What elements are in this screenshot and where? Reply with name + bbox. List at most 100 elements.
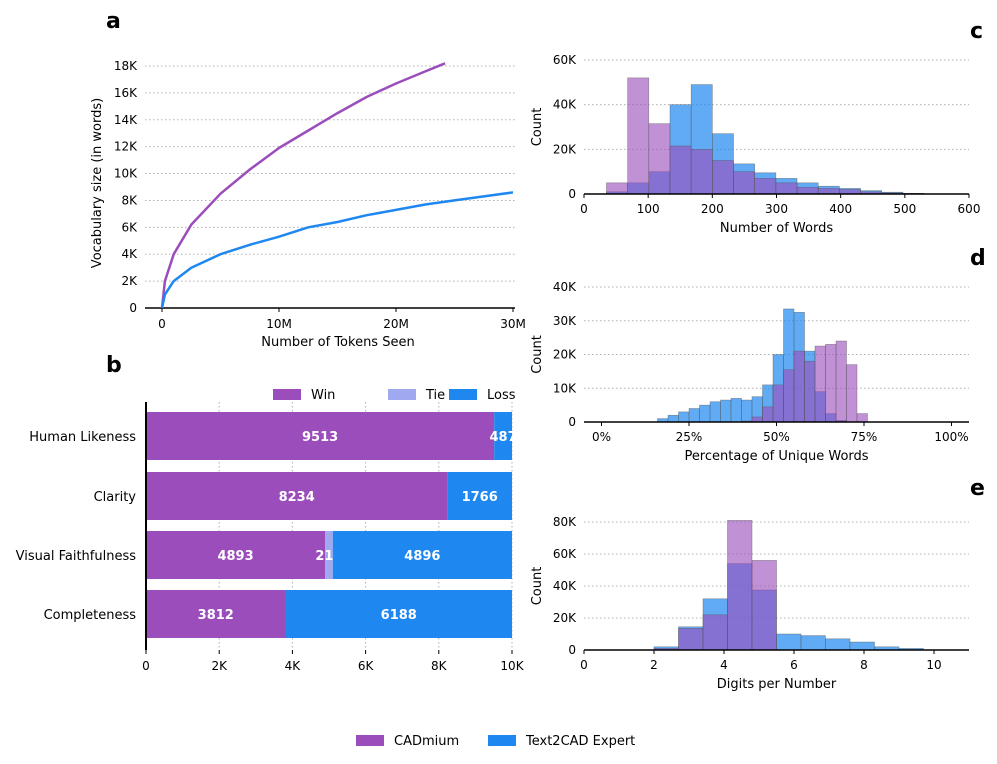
bar-segment-loss — [285, 590, 512, 638]
bar-value-label: 9513 — [302, 430, 338, 445]
histogram-bar-text2cad — [667, 414, 679, 423]
bar-value-label: 3812 — [198, 608, 234, 623]
panel-letter-e: e — [970, 476, 985, 501]
y-axis-label: Vocabulary size (in words) — [90, 98, 105, 268]
category-label: Completeness — [44, 608, 137, 623]
bar-segment-win — [146, 531, 326, 579]
x-tick-label: 50% — [763, 430, 790, 444]
x-tick-label: 30M — [500, 317, 526, 331]
histogram-bar-cadmium — [804, 360, 816, 423]
legend-label-text2cad: Text2CAD Expert — [525, 734, 635, 749]
series-line-text2cad — [160, 191, 514, 309]
x-tick-label: 2 — [650, 658, 658, 672]
histogram-bar-cadmium — [793, 350, 805, 423]
x-tick-label: 10K — [500, 659, 524, 673]
bar-value-label: 4893 — [217, 549, 253, 564]
legend-swatch-cadmium — [356, 735, 384, 746]
y-tick-label: 4K — [121, 247, 138, 261]
x-tick-label: 0 — [580, 202, 588, 216]
histogram-bar-cadmium — [648, 123, 671, 195]
histogram-bar-text2cad — [730, 398, 742, 423]
y-tick-label: 16K — [114, 86, 138, 100]
panel-letter-b: b — [106, 353, 122, 378]
y-tick-label: 60K — [553, 547, 577, 561]
x-tick-label: 6K — [358, 659, 375, 673]
y-tick-label: 40K — [553, 280, 577, 294]
y-tick-label: 10K — [553, 381, 577, 395]
x-tick-label: 25% — [676, 430, 703, 444]
category-label: Clarity — [94, 490, 137, 505]
x-axis-label: Digits per Number — [717, 677, 837, 692]
histogram-bar-cadmium — [825, 344, 837, 423]
panel-c-histogram: 0 20K 40K 60K 0 100 200 300 400 500 600 Number of W… — [530, 53, 980, 236]
histogram-bar-cadmium — [772, 384, 784, 423]
y-tick-label: 0 — [129, 301, 137, 315]
bar-segment-loss — [447, 472, 512, 520]
legend-label-win: Win — [311, 388, 335, 403]
legend-swatch-text2cad — [488, 735, 516, 746]
y-axis-label: Count — [530, 108, 545, 147]
y-tick-label: 18K — [114, 59, 138, 73]
histogram-bar-cadmium — [678, 628, 704, 651]
bar-segment-win — [146, 472, 448, 520]
y-tick-label: 20K — [553, 142, 577, 156]
bar-segment-tie — [325, 531, 333, 579]
y-axis-label: Count — [530, 335, 545, 374]
histogram-bar-text2cad — [688, 408, 700, 423]
x-tick-label: 10M — [266, 317, 292, 331]
histogram-bar-text2cad — [699, 404, 711, 423]
y-axis-label: Count — [530, 567, 545, 606]
bar-value-label: 6188 — [381, 608, 417, 623]
histogram-bar-cadmium — [783, 369, 795, 423]
category-label: Human Likeness — [29, 430, 136, 445]
bar-segment-loss — [332, 531, 512, 579]
histogram-bar-cadmium — [751, 560, 777, 651]
histogram-bar-cadmium — [669, 145, 692, 195]
histogram-bar-cadmium — [754, 178, 777, 195]
histogram-bar-text2cad — [720, 399, 732, 423]
histogram-bar-cadmium — [627, 77, 650, 195]
histogram-bar-cadmium — [727, 520, 753, 651]
legend-swatch-win — [273, 389, 301, 400]
y-tick-label: 6K — [121, 220, 138, 234]
panel-letter-c: c — [970, 19, 983, 44]
bar-segment-win — [146, 590, 286, 638]
x-tick-label: 100 — [637, 202, 660, 216]
x-tick-label: 4K — [285, 659, 302, 673]
panel-letter-d: d — [970, 246, 986, 271]
y-tick-label: 2K — [121, 274, 138, 288]
x-tick-label: 8K — [431, 659, 448, 673]
histogram-bar-text2cad — [776, 633, 802, 651]
y-tick-label: 80K — [553, 515, 577, 529]
x-tick-label: 500 — [893, 202, 916, 216]
x-tick-label: 4 — [720, 658, 728, 672]
histogram-bar-cadmium — [762, 406, 774, 423]
histogram-bar-text2cad — [709, 401, 721, 423]
y-tick-label: 8K — [121, 193, 138, 207]
y-tick-label: 0 — [568, 187, 576, 201]
legend-swatch-loss — [449, 389, 477, 400]
y-tick-label: 20K — [553, 611, 577, 625]
x-tick-label: 6 — [790, 658, 798, 672]
y-tick-label: 40K — [553, 98, 577, 112]
x-axis-label: Percentage of Unique Words — [684, 449, 868, 464]
x-tick-label: 400 — [829, 202, 852, 216]
x-tick-label: 75% — [851, 430, 878, 444]
histogram-bar-cadmium — [817, 188, 840, 195]
histogram-bar-cadmium — [751, 416, 763, 423]
y-tick-label: 12K — [114, 140, 138, 154]
histogram-bar-text2cad — [678, 411, 690, 423]
y-tick-label: 60K — [553, 53, 577, 67]
bar-value-label: 8234 — [279, 490, 315, 505]
x-tick-label: 300 — [765, 202, 788, 216]
legend-label-cadmium: CADmium — [394, 734, 459, 749]
y-tick-label: 0 — [568, 643, 576, 657]
histogram-bar-cadmium — [733, 171, 755, 195]
legend-label-tie: Tie — [425, 388, 445, 403]
x-tick-label: 20M — [383, 317, 409, 331]
histogram-bar-cadmium — [690, 149, 713, 195]
histogram-bar-cadmium — [775, 182, 798, 195]
y-tick-label: 20K — [553, 348, 577, 362]
histogram-bar-text2cad — [800, 635, 826, 651]
